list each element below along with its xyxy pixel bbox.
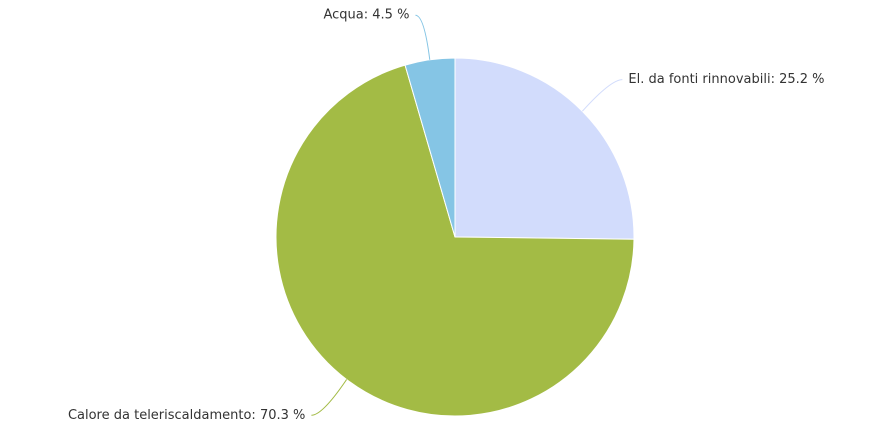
data-label: Acqua: 4.5 %: [323, 8, 409, 23]
connector: [415, 14, 431, 60]
pie-slice: [454, 57, 635, 240]
pie-slice: [404, 57, 456, 238]
connector: [581, 79, 623, 112]
data-label: Calore da teleriscaldamento: 70.3 %: [68, 408, 305, 423]
data-label: El. da fonti rinnovabili: 25.2 %: [628, 72, 824, 87]
pie-slice: [275, 64, 635, 417]
connector: [311, 379, 348, 416]
